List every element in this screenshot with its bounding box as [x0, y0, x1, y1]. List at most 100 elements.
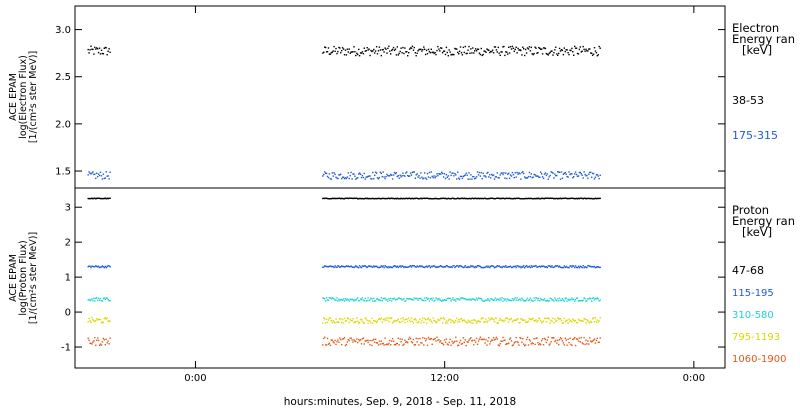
electron-data-point: [479, 53, 482, 56]
electron-data-point: [395, 172, 398, 174]
proton-data-point: [380, 265, 382, 267]
electron-data-point: [458, 53, 460, 55]
electron-data-point: [449, 51, 451, 53]
electron-data-point: [391, 48, 394, 51]
proton-data-point: [448, 341, 450, 344]
proton-data-point: [381, 266, 383, 268]
electron-data-point: [368, 48, 370, 50]
proton-data-point: [382, 297, 384, 300]
proton-data-point: [330, 265, 332, 268]
proton-data-point: [538, 265, 540, 268]
proton-data-point: [531, 342, 533, 344]
proton-data-point: [327, 299, 330, 301]
proton-data-point: [427, 265, 430, 267]
electron-data-point: [489, 174, 491, 176]
proton-data-point: [333, 342, 335, 344]
electron-data-point: [384, 177, 386, 180]
proton-data-point: [361, 197, 364, 200]
proton-data-point: [569, 265, 571, 267]
electron-data-point: [337, 50, 339, 53]
proton-data-point: [414, 266, 416, 268]
proton-data-point: [599, 197, 601, 200]
proton-data-point: [377, 299, 380, 301]
electron-data-point: [514, 48, 516, 51]
proton-data-point: [102, 297, 105, 300]
electron-data-point: [89, 49, 91, 51]
proton-data-point: [413, 197, 415, 200]
electron-data-point: [405, 51, 407, 53]
proton-data-point: [380, 297, 382, 299]
proton-data-point: [355, 197, 357, 199]
electron-data-point: [446, 51, 448, 54]
electron-data-point: [474, 48, 477, 50]
proton-data-point: [569, 337, 571, 339]
proton-data-point: [108, 265, 110, 267]
proton-data-point: [406, 341, 408, 343]
proton-data-point: [441, 266, 444, 268]
proton-data-point: [106, 297, 108, 299]
electron-data-point: [344, 49, 347, 51]
proton-data-point: [393, 198, 396, 200]
electron-data-point: [438, 48, 440, 50]
proton-data-point: [580, 336, 582, 339]
proton-data-point: [588, 321, 590, 323]
electron-data-point: [417, 50, 419, 52]
proton-data-point: [470, 265, 472, 267]
proton-data-point: [90, 266, 92, 269]
proton-data-point: [502, 300, 504, 302]
proton-data-point: [422, 197, 424, 200]
proton-data-point: [435, 266, 437, 269]
electron-data-point: [560, 171, 563, 173]
proton-data-point: [525, 265, 528, 267]
proton-data-point: [401, 320, 403, 323]
electron-data-point: [589, 48, 591, 50]
proton-data-point: [493, 198, 496, 200]
electron-data-point: [433, 175, 435, 177]
electron-data-point: [98, 174, 101, 177]
proton-data-point: [372, 322, 374, 324]
proton-data-point: [546, 339, 548, 341]
proton-data-point: [531, 300, 533, 302]
electron-data-point: [377, 178, 380, 180]
proton-data-point: [586, 266, 588, 269]
proton-data-point: [366, 339, 368, 341]
proton-data-point: [90, 321, 92, 323]
proton-data-point: [326, 321, 329, 323]
proton-data-point: [543, 337, 546, 340]
electron-data-point: [493, 46, 496, 48]
electron-data-point: [586, 174, 588, 177]
proton-data-point: [481, 338, 483, 340]
electron-data-point: [96, 47, 98, 49]
electron-data-point: [386, 173, 388, 176]
proton-data-point: [327, 319, 330, 321]
electron-data-point: [456, 178, 458, 180]
proton-data-point: [579, 319, 581, 322]
proton-data-point: [539, 318, 541, 320]
electron-data-point: [391, 178, 394, 180]
electron-data-point: [415, 55, 417, 57]
proton-data-point: [92, 341, 94, 343]
electron-data-point: [494, 176, 497, 178]
electron-data-point: [343, 177, 346, 180]
electron-data-point: [537, 52, 539, 54]
electron-data-point: [408, 52, 410, 54]
proton-data-point: [580, 266, 582, 268]
proton-legend-item: 47-68: [732, 264, 764, 277]
electron-data-point: [327, 47, 330, 49]
proton-data-point: [335, 266, 337, 268]
proton-data-point: [408, 298, 410, 300]
proton-data-point: [562, 266, 565, 269]
proton-data-point: [454, 321, 456, 324]
electron-data-point: [354, 175, 356, 177]
electron-data-point: [507, 53, 509, 55]
proton-data-point: [412, 322, 415, 324]
proton-data-point: [408, 338, 410, 340]
proton-data-point: [526, 336, 529, 339]
proton-data-point: [483, 266, 485, 269]
proton-data-point: [436, 198, 438, 200]
proton-data-point: [451, 298, 453, 301]
electron-data-point: [332, 175, 334, 177]
proton-data-point: [383, 344, 385, 346]
proton-data-point: [475, 337, 478, 340]
proton-data-point: [324, 197, 326, 200]
